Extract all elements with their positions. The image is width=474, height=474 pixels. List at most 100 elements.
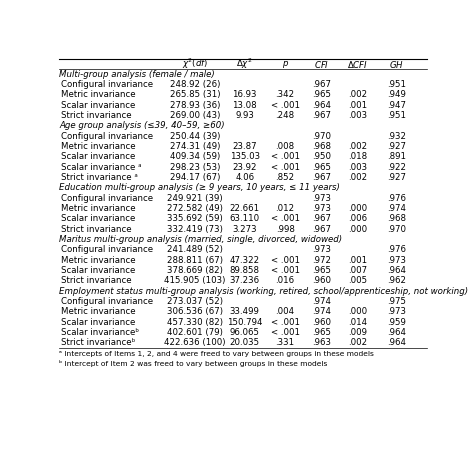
Text: .964: .964 (387, 338, 406, 347)
Text: Scalar invariance ᵃ: Scalar invariance ᵃ (61, 163, 142, 172)
Text: .342: .342 (275, 91, 295, 100)
Text: Metric invariance: Metric invariance (61, 204, 136, 213)
Text: 274.31 (49): 274.31 (49) (170, 142, 220, 151)
Text: Strict invariance: Strict invariance (61, 225, 132, 234)
Text: < .001: < .001 (271, 153, 300, 162)
Text: 241.489 (52): 241.489 (52) (167, 246, 223, 255)
Text: 135.03: 135.03 (230, 153, 260, 162)
Text: .973: .973 (387, 308, 406, 317)
Text: .960: .960 (312, 276, 331, 285)
Text: Metric invariance: Metric invariance (61, 308, 136, 317)
Text: .001: .001 (348, 256, 367, 265)
Text: 249.921 (39): 249.921 (39) (167, 194, 223, 203)
Text: Metric invariance: Metric invariance (61, 91, 136, 100)
Text: 89.858: 89.858 (230, 266, 260, 275)
Text: .974: .974 (312, 308, 331, 317)
Text: .000: .000 (348, 204, 367, 213)
Text: 248.92 (26): 248.92 (26) (170, 80, 220, 89)
Text: .972: .972 (312, 256, 331, 265)
Text: Metric invariance: Metric invariance (61, 256, 136, 265)
Text: .932: .932 (387, 132, 406, 141)
Text: .975: .975 (387, 297, 406, 306)
Text: 250.44 (39): 250.44 (39) (170, 132, 220, 141)
Text: Age group analysis (≤39, 40–59, ≥60): Age group analysis (≤39, 40–59, ≥60) (59, 121, 225, 130)
Text: $\chi^2$($df$): $\chi^2$($df$) (182, 57, 209, 72)
Text: Strict invariance ᵃ: Strict invariance ᵃ (61, 173, 138, 182)
Text: .976: .976 (387, 194, 406, 203)
Text: .002: .002 (348, 142, 367, 151)
Text: .012: .012 (275, 204, 295, 213)
Text: $GH$: $GH$ (389, 59, 404, 70)
Text: Scalar invariance: Scalar invariance (61, 266, 136, 275)
Text: 306.536 (67): 306.536 (67) (167, 308, 223, 317)
Text: Configural invariance: Configural invariance (61, 194, 153, 203)
Text: Configural invariance: Configural invariance (61, 80, 153, 89)
Text: .965: .965 (312, 328, 331, 337)
Text: .002: .002 (348, 91, 367, 100)
Text: .998: .998 (276, 225, 295, 234)
Text: .974: .974 (312, 297, 331, 306)
Text: 23.92: 23.92 (233, 163, 257, 172)
Text: 415.905 (103): 415.905 (103) (164, 276, 226, 285)
Text: .967: .967 (312, 173, 331, 182)
Text: .922: .922 (387, 163, 406, 172)
Text: .003: .003 (348, 163, 367, 172)
Text: .018: .018 (348, 153, 367, 162)
Text: Strict invariance: Strict invariance (61, 111, 132, 120)
Text: .968: .968 (387, 214, 406, 223)
Text: .951: .951 (387, 80, 406, 89)
Text: < .001: < .001 (271, 101, 300, 110)
Text: .964: .964 (387, 266, 406, 275)
Text: .248: .248 (275, 111, 295, 120)
Text: .950: .950 (312, 153, 331, 162)
Text: .970: .970 (312, 132, 331, 141)
Text: Configural invariance: Configural invariance (61, 246, 153, 255)
Text: .005: .005 (348, 276, 367, 285)
Text: .014: .014 (348, 318, 367, 327)
Text: 294.17 (67): 294.17 (67) (170, 173, 220, 182)
Text: 13.08: 13.08 (232, 101, 257, 110)
Text: .891: .891 (387, 153, 406, 162)
Text: .973: .973 (387, 256, 406, 265)
Text: .964: .964 (387, 328, 406, 337)
Text: Employment status multi-group analysis (working, retired, school/apprenticeship,: Employment status multi-group analysis (… (59, 287, 468, 296)
Text: 288.811 (67): 288.811 (67) (167, 256, 223, 265)
Text: 332.419 (73): 332.419 (73) (167, 225, 223, 234)
Text: .965: .965 (312, 91, 331, 100)
Text: 422.636 (100): 422.636 (100) (164, 338, 226, 347)
Text: 265.85 (31): 265.85 (31) (170, 91, 220, 100)
Text: Strict invariance: Strict invariance (61, 276, 132, 285)
Text: 16.93: 16.93 (233, 91, 257, 100)
Text: Configural invariance: Configural invariance (61, 297, 153, 306)
Text: < .001: < .001 (271, 266, 300, 275)
Text: < .001: < .001 (271, 214, 300, 223)
Text: 272.582 (49): 272.582 (49) (167, 204, 223, 213)
Text: Scalar invariance: Scalar invariance (61, 101, 136, 110)
Text: 96.065: 96.065 (230, 328, 260, 337)
Text: .967: .967 (312, 80, 331, 89)
Text: Maritus multi-group analysis (married, single, divorced, widowed): Maritus multi-group analysis (married, s… (59, 235, 342, 244)
Text: .001: .001 (348, 101, 367, 110)
Text: .973: .973 (312, 194, 331, 203)
Text: .008: .008 (275, 142, 295, 151)
Text: Scalar invariance: Scalar invariance (61, 214, 136, 223)
Text: .964: .964 (312, 101, 331, 110)
Text: 47.322: 47.322 (230, 256, 260, 265)
Text: Scalar invarianceᵇ: Scalar invarianceᵇ (61, 328, 139, 337)
Text: 402.601 (79): 402.601 (79) (167, 328, 223, 337)
Text: .967: .967 (312, 214, 331, 223)
Text: .947: .947 (387, 101, 406, 110)
Text: 269.00 (43): 269.00 (43) (170, 111, 220, 120)
Text: 409.34 (59): 409.34 (59) (170, 153, 220, 162)
Text: < .001: < .001 (271, 318, 300, 327)
Text: 378.669 (82): 378.669 (82) (167, 266, 223, 275)
Text: $\Delta CFI$: $\Delta CFI$ (347, 59, 368, 70)
Text: .004: .004 (275, 308, 295, 317)
Text: .968: .968 (312, 142, 331, 151)
Text: 335.692 (59): 335.692 (59) (167, 214, 223, 223)
Text: .949: .949 (387, 91, 406, 100)
Text: .965: .965 (312, 163, 331, 172)
Text: .976: .976 (387, 246, 406, 255)
Text: .852: .852 (275, 173, 295, 182)
Text: < .001: < .001 (271, 256, 300, 265)
